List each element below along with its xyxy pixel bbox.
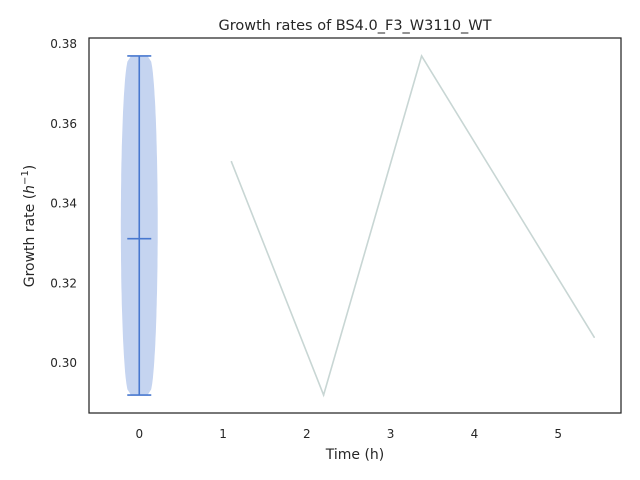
y-tick-label: 0.30	[50, 356, 77, 370]
x-axis-ticks: 0 1 2 3 4 5	[135, 427, 562, 441]
y-axis-label-prefix: Growth rate (	[22, 194, 38, 287]
x-tick-label: 4	[471, 427, 479, 441]
x-tick-label: 3	[387, 427, 395, 441]
x-axis-label: Time (h)	[325, 447, 385, 463]
y-axis-label-suffix: )	[22, 165, 38, 170]
series-layer	[230, 54, 595, 398]
violin-plot	[120, 55, 158, 396]
y-axis-label-var: h	[22, 185, 38, 194]
series-point-0-2	[420, 55, 423, 57]
y-axis-label-exp: −1	[20, 170, 31, 185]
y-tick-label: 0.32	[50, 276, 77, 290]
series-point-0-0	[230, 160, 233, 163]
chart-title: Growth rates of BS4.0_F3_W3110_WT	[218, 18, 491, 34]
x-tick-label: 5	[554, 427, 562, 441]
series-point-0-1	[322, 394, 325, 396]
plot-frame	[88, 37, 622, 414]
x-tick-label: 2	[303, 427, 311, 441]
x-tick-label: 0	[135, 427, 143, 441]
series-line-0	[230, 54, 595, 398]
y-axis-label: Growth rate (h−1)	[20, 165, 38, 288]
y-tick-label: 0.38	[50, 37, 77, 51]
series-point-0-3	[593, 336, 595, 339]
y-tick-label: 0.34	[50, 197, 77, 211]
x-tick-label: 1	[219, 427, 227, 441]
y-axis-ticks: 0.30 0.32 0.34 0.36 0.38	[50, 37, 77, 370]
y-tick-label: 0.36	[50, 117, 77, 131]
